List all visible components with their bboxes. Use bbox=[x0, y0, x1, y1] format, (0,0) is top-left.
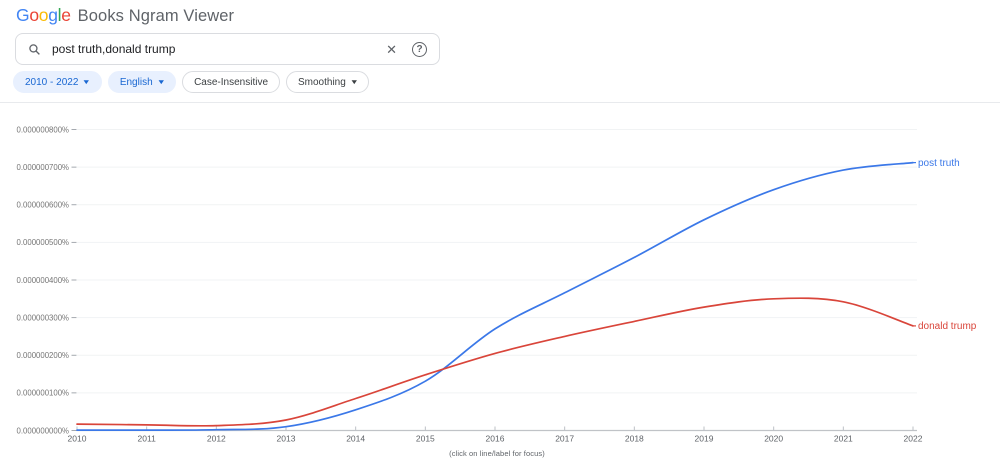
case-insensitive-chip[interactable]: Case-Insensitive bbox=[182, 71, 280, 93]
x-tick-label: 2022 bbox=[904, 434, 923, 444]
y-tick-label: 0.000000500% bbox=[17, 238, 70, 247]
ngram-search-bar[interactable]: ✕ ? bbox=[15, 33, 440, 65]
clear-search-icon[interactable]: ✕ bbox=[386, 41, 397, 57]
y-tick-label: 0.000000200% bbox=[17, 351, 70, 360]
smoothing-chip[interactable]: Smoothing ▼ bbox=[286, 71, 370, 93]
header-divider bbox=[0, 102, 1000, 103]
search-icon bbox=[28, 43, 41, 56]
y-tick-label: 0.000000000% bbox=[17, 426, 70, 435]
y-tick-label: 0.000000300% bbox=[17, 313, 70, 322]
y-tick-label: 0.000000700% bbox=[17, 163, 70, 172]
chevron-down-icon: ▼ bbox=[82, 78, 92, 86]
y-tick-label: 0.000000800% bbox=[17, 125, 70, 134]
x-tick-label: 2015 bbox=[416, 434, 435, 444]
chevron-down-icon: ▼ bbox=[156, 78, 166, 86]
y-tick-label: 0.000000100% bbox=[17, 389, 70, 398]
y-tick-label: 0.000000400% bbox=[17, 276, 70, 285]
x-tick-label: 2012 bbox=[207, 434, 226, 444]
x-tick-label: 2010 bbox=[68, 434, 87, 444]
x-tick-label: 2017 bbox=[555, 434, 574, 444]
series-line-donald-trump[interactable] bbox=[76, 297, 914, 427]
year-range-chip[interactable]: 2010 - 2022 ▼ bbox=[13, 71, 102, 93]
filter-chip-row: 2010 - 2022 ▼ English ▼ Case-Insensitive… bbox=[13, 71, 370, 93]
x-tick-label: 2020 bbox=[764, 434, 783, 444]
page-title: Books Ngram Viewer bbox=[77, 7, 235, 25]
chart-footer-note: (click on line/label for focus) bbox=[449, 449, 545, 458]
x-tick-label: 2021 bbox=[834, 434, 853, 444]
x-tick-label: 2018 bbox=[625, 434, 644, 444]
y-tick-label: 0.000000600% bbox=[17, 201, 70, 210]
series-label-donald-trump[interactable]: donald trump bbox=[918, 321, 977, 332]
x-tick-label: 2011 bbox=[138, 434, 157, 444]
corpus-chip[interactable]: English ▼ bbox=[107, 71, 177, 93]
x-tick-label: 2016 bbox=[486, 434, 505, 444]
help-icon[interactable]: ? bbox=[412, 41, 427, 57]
ngram-query-input[interactable] bbox=[52, 42, 383, 56]
app-header: Google Books Ngram Viewer bbox=[16, 5, 234, 26]
google-logo[interactable]: Google bbox=[16, 5, 71, 25]
series-line-post-truth[interactable] bbox=[76, 161, 914, 431]
series-label-post-truth[interactable]: post truth bbox=[918, 158, 960, 169]
x-tick-label: 2014 bbox=[346, 434, 365, 444]
chevron-down-icon: ▼ bbox=[349, 78, 359, 86]
x-tick-label: 2013 bbox=[277, 434, 296, 444]
x-tick-label: 2019 bbox=[695, 434, 714, 444]
